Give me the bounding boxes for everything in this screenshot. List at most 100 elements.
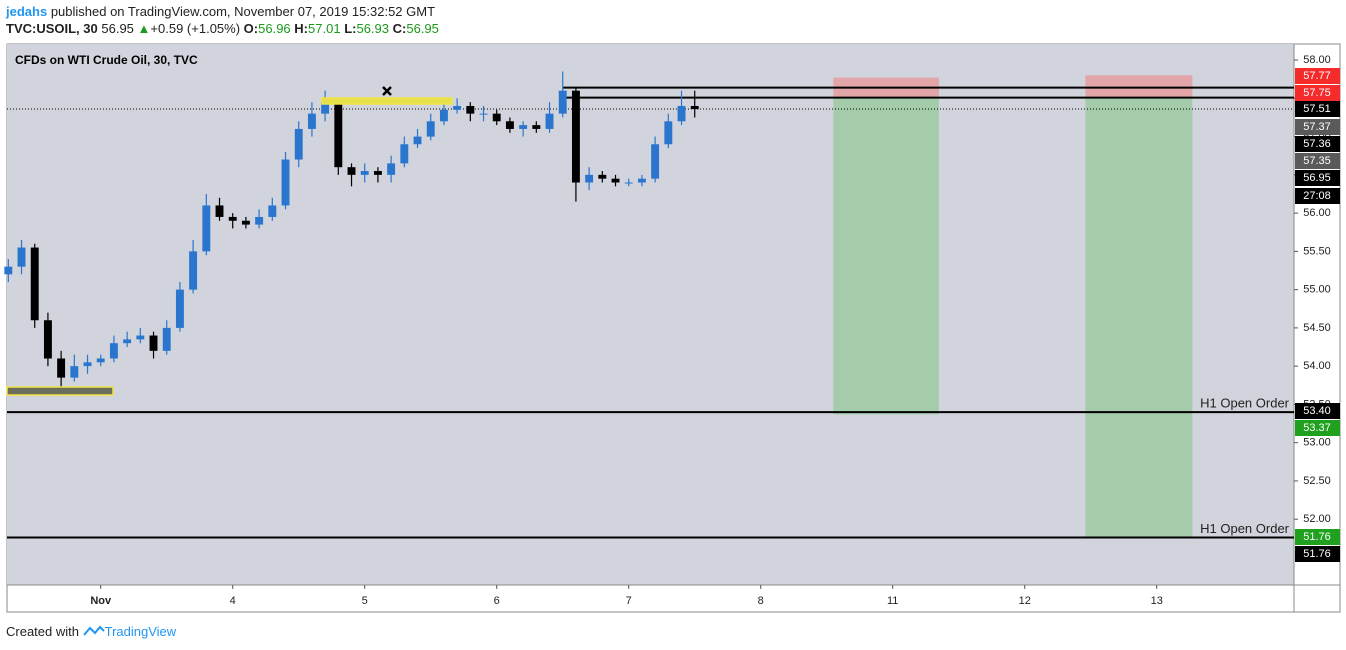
- price-tag-label: 57.35: [1303, 155, 1331, 167]
- price-tag-label: 57.77: [1303, 70, 1331, 82]
- symbol: TVC:USOIL, 30: [6, 21, 98, 36]
- price-tag-label: 56.95: [1303, 172, 1331, 184]
- candle-body: [43, 320, 52, 359]
- price-tag: [1295, 188, 1340, 204]
- logo: [82, 625, 105, 636]
- candle-body: [571, 90, 580, 183]
- candle-body: [175, 289, 184, 328]
- candle-body: [268, 205, 277, 217]
- ohlc-value: 56.93: [356, 21, 390, 36]
- candle-body: [228, 216, 237, 221]
- y-tick-label: 58.00: [1303, 54, 1331, 66]
- candle-body: [479, 113, 488, 115]
- ohlc-value: 56.96: [258, 21, 291, 36]
- highlight-box: [321, 97, 453, 105]
- candle-body: [294, 128, 303, 160]
- candle-body: [466, 105, 475, 114]
- candle-body: [677, 105, 686, 122]
- ohlc-value: 57.01: [308, 21, 341, 36]
- x-tick-label: 13: [1151, 595, 1163, 607]
- price-tag: [1295, 420, 1340, 436]
- price-tag: [1295, 529, 1340, 545]
- candle-body: [545, 113, 554, 129]
- target-zone: [1085, 97, 1193, 538]
- candle-body: [4, 266, 13, 275]
- candle-body: [637, 178, 646, 183]
- candle-body: [96, 358, 105, 363]
- price-tag: [1295, 68, 1340, 84]
- y-tick-label: 55.00: [1303, 284, 1331, 296]
- candle-body: [189, 251, 198, 290]
- candle-body: [215, 205, 224, 217]
- price-tag-label: 57.37: [1303, 121, 1331, 133]
- x-tick-label: 11: [887, 595, 898, 607]
- y-tick-label: 52.00: [1303, 513, 1331, 525]
- candle-body: [123, 339, 132, 344]
- brand: TradingView: [104, 624, 177, 639]
- line-label: H1 Open Order: [1200, 521, 1290, 536]
- candle-body: [281, 159, 290, 206]
- candle-body: [690, 105, 699, 110]
- header-line: TVC:USOIL, 30 56.95 ▲+0.59 (+1.05%) O:56…: [6, 21, 439, 36]
- candle-body: [664, 121, 673, 145]
- price-tag-label: 53.40: [1303, 405, 1331, 417]
- x-tick-label: 6: [494, 595, 500, 607]
- y-tick-label: 55.50: [1303, 245, 1331, 257]
- ohlc-key: O:: [243, 21, 259, 36]
- x-tick-label: 4: [230, 595, 236, 607]
- price-tag: [1295, 101, 1340, 117]
- ohlc-key: C:: [392, 21, 407, 36]
- candle-body: [651, 144, 660, 179]
- stop-zone: [1085, 75, 1193, 98]
- price-tag: [1295, 170, 1340, 186]
- header-line: jedahs published on TradingView.com, Nov…: [6, 4, 435, 19]
- candle-body: [387, 163, 396, 175]
- target-zone: [833, 97, 939, 415]
- candle-body: [519, 125, 528, 129]
- price-tag-label: 57.75: [1303, 87, 1331, 99]
- price-tag-label: 53.37: [1303, 422, 1331, 434]
- candle-body: [202, 205, 211, 252]
- candle-body: [334, 102, 343, 168]
- candle-body: [598, 174, 607, 179]
- candle-body: [439, 109, 448, 122]
- price-tag: [1295, 153, 1340, 169]
- price-tag: [1295, 403, 1340, 419]
- x-tick-label: Nov: [90, 595, 112, 607]
- candle-body: [57, 358, 66, 378]
- chart: H1 Open Order H1 Open Order CFDs on WTI C…: [4, 43, 1341, 613]
- price-tag: [1295, 546, 1340, 562]
- candle-body: [505, 121, 514, 129]
- ohlc-key: H:: [294, 21, 309, 36]
- candle-body: [149, 335, 158, 351]
- ohlc-key: L:: [344, 21, 357, 36]
- candle-body: [241, 220, 250, 225]
- candle-body: [17, 247, 26, 267]
- price-tag: [1295, 85, 1340, 101]
- candle-body: [307, 113, 316, 129]
- candle-body: [347, 167, 356, 175]
- candle-body: [413, 136, 422, 145]
- price-tag-label: 51.76: [1303, 531, 1331, 543]
- candle-body: [360, 171, 369, 175]
- candle-body: [136, 335, 145, 340]
- chart-title: CFDs on WTI Crude Oil, 30, TVC: [15, 53, 198, 67]
- cross-marker: [382, 86, 392, 96]
- created: Created with: [6, 624, 79, 639]
- candle-body: [624, 182, 633, 184]
- change: +0.59 (+1.05%): [150, 21, 241, 36]
- price-tag: [1295, 119, 1340, 135]
- candle-body: [109, 343, 118, 359]
- candle-body: [453, 105, 462, 110]
- x-tick-label: 8: [758, 595, 764, 607]
- footer: Created with TradingView: [6, 624, 176, 639]
- ohlc-value: 56.95: [406, 21, 439, 36]
- arrow: ▲: [137, 21, 151, 36]
- last: 56.95: [101, 21, 134, 36]
- y-tick-label: 52.50: [1303, 475, 1331, 487]
- price-tag-label: 57.36: [1303, 138, 1331, 150]
- candle-body: [558, 90, 567, 114]
- x-tick-label: 12: [1019, 595, 1031, 607]
- highlight-box: [6, 386, 114, 396]
